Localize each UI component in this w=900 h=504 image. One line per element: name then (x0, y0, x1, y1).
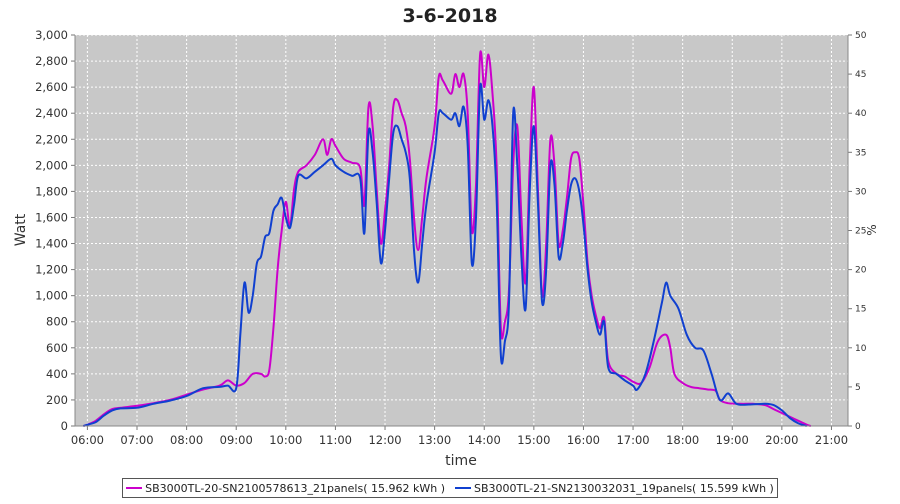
y-tick-label-9: 1,800 (35, 184, 68, 198)
grid-lines (75, 34, 848, 427)
x-tick-label-7: 13:00 (418, 433, 451, 447)
legend: SB3000TL-20-SN2100578613_21panels( 15.96… (122, 478, 778, 498)
y-tick-label-2: 400 (46, 367, 68, 381)
x-tick-label-14: 20:00 (765, 433, 798, 447)
y-axis-label: Watt (13, 213, 29, 246)
y-tick-label-7: 1,400 (35, 237, 68, 251)
x-tick-label-4: 10:00 (269, 433, 302, 447)
y-tick-label-0: 0 (61, 419, 68, 433)
x-tick-label-15: 21:00 (815, 433, 848, 447)
x-tick-label-8: 14:00 (468, 433, 501, 447)
y2-tick-label-4: 20 (855, 266, 867, 276)
series-line-1 (83, 50, 812, 427)
legend-item-series-1: SB3000TL-20-SN2100578613_21panels( 15.96… (126, 482, 445, 495)
legend-item-series-2: SB3000TL-21-SN2130032031_19panels( 15.59… (455, 482, 774, 495)
y-tick-label-12: 2,400 (35, 106, 68, 120)
series-lines (83, 50, 812, 427)
y2-tick-label-2: 10 (855, 344, 867, 354)
legend-swatch-series-2 (455, 487, 471, 489)
y-tick-label-8: 1,600 (35, 210, 68, 224)
legend-label-series-2: SB3000TL-21-SN2130032031_19panels( 15.59… (474, 481, 774, 495)
y-tick-label-13: 2,600 (35, 80, 68, 94)
y-tick-label-5: 1,000 (35, 289, 68, 303)
y2-tick-label-7: 35 (855, 148, 866, 158)
x-tick-label-5: 11:00 (319, 433, 352, 447)
x-tick-label-12: 18:00 (666, 433, 699, 447)
y-tick-label-11: 2,200 (35, 132, 68, 146)
chart-title: 3-6-2018 (402, 5, 497, 27)
y-tick-label-14: 2,800 (35, 54, 68, 68)
x-tick-label-6: 12:00 (368, 433, 401, 447)
x-tick-label-13: 19:00 (716, 433, 749, 447)
y-tick-label-1: 200 (46, 393, 68, 407)
y2-tick-label-6: 30 (855, 187, 867, 197)
x-axis-label: time (445, 453, 477, 469)
x-tick-label-9: 15:00 (517, 433, 550, 447)
legend-label-series-1: SB3000TL-20-SN2100578613_21panels( 15.96… (145, 481, 445, 495)
x-tick-label-2: 08:00 (170, 433, 203, 447)
y2-tick-label-9: 45 (855, 70, 866, 80)
legend-swatch-series-1 (126, 487, 143, 489)
y2-tick-label-1: 5 (855, 383, 861, 393)
axes: 02004006008001,0001,2001,4001,6001,8002,… (35, 28, 867, 447)
y-tick-label-15: 3,000 (35, 28, 68, 42)
y-tick-label-4: 800 (46, 315, 68, 329)
x-tick-label-11: 17:00 (616, 433, 649, 447)
x-tick-label-1: 07:00 (120, 433, 153, 447)
y-tick-label-10: 2,000 (35, 158, 68, 172)
y2-tick-label-8: 40 (855, 109, 867, 119)
x-tick-label-0: 06:00 (71, 433, 104, 447)
x-tick-label-3: 09:00 (220, 433, 253, 447)
y2-tick-label-10: 50 (855, 31, 867, 41)
y-tick-label-6: 1,200 (35, 263, 68, 277)
y2-axis-label: % (865, 224, 879, 235)
x-tick-label-10: 16:00 (567, 433, 600, 447)
y2-tick-label-3: 15 (855, 305, 866, 315)
plot-area (75, 35, 848, 426)
y-tick-label-3: 600 (46, 341, 68, 355)
series-line-2 (83, 82, 807, 427)
y2-tick-label-0: 0 (855, 422, 861, 432)
y2-tick-label-5: 25 (855, 227, 866, 237)
